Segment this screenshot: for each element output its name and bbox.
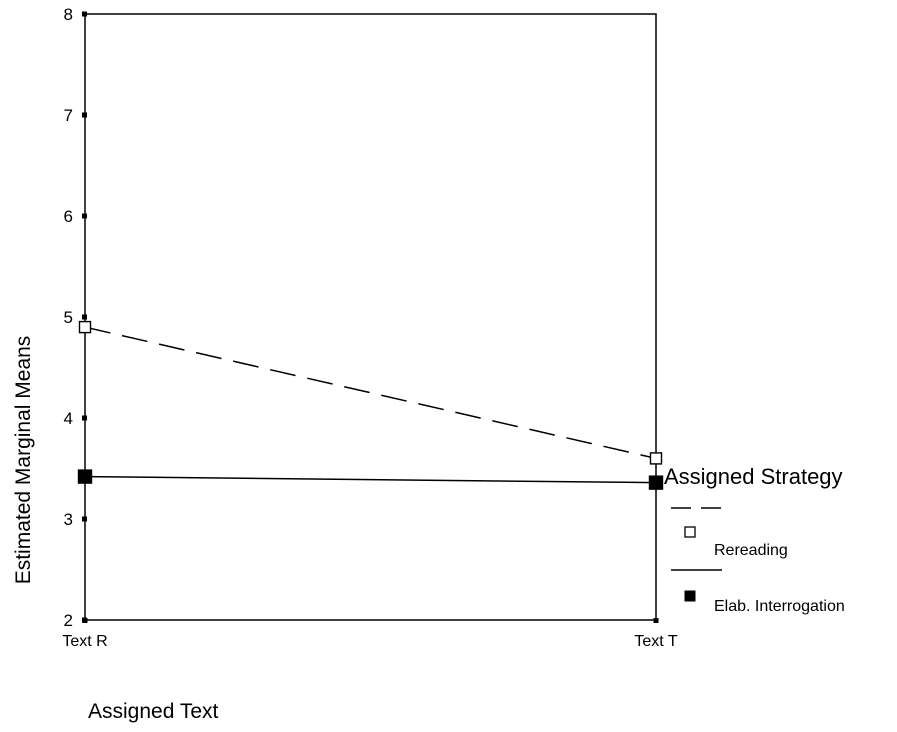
y-tick-label: 4 xyxy=(64,409,73,428)
y-tick-label: 2 xyxy=(64,611,73,630)
legend-marker-rereading xyxy=(684,526,696,538)
y-tick-mark xyxy=(82,314,87,320)
x-axis-label: Assigned Text xyxy=(88,700,219,723)
y-axis-label: Estimated Marginal Means xyxy=(12,336,35,585)
series-line-elab-interrogation xyxy=(84,475,657,484)
legend-label-elab: Elab. Interrogation xyxy=(714,598,845,615)
legend: Assigned Strategy Rereading Elab. Interr… xyxy=(664,464,845,615)
y-tick-label: 7 xyxy=(64,106,73,125)
data-point-rereading-0 xyxy=(78,320,92,334)
y-tick-mark xyxy=(82,11,87,17)
series-line-rereading xyxy=(84,326,657,460)
y-axis-ticks: 2 3 4 5 6 7 8 xyxy=(64,5,87,630)
y-tick-label: 5 xyxy=(64,308,73,327)
y-tick-label: 8 xyxy=(64,5,73,24)
x-tick-mark xyxy=(82,618,88,623)
data-point-elab-interrogation-0 xyxy=(77,469,93,484)
legend-marker-elab xyxy=(684,590,696,602)
y-tick-mark xyxy=(82,213,87,219)
series-layer xyxy=(77,320,664,490)
y-tick-mark xyxy=(82,516,87,522)
y-tick-mark xyxy=(82,415,87,421)
x-axis-ticks: Text R Text T xyxy=(62,618,678,650)
x-tick-label: Text R xyxy=(62,633,107,650)
data-point-elab-interrogation-1 xyxy=(648,475,664,490)
plot-frame xyxy=(84,13,657,621)
x-tick-label: Text T xyxy=(634,633,678,650)
x-tick-mark xyxy=(653,618,659,623)
legend-title: Assigned Strategy xyxy=(664,464,843,489)
y-tick-label: 3 xyxy=(64,510,73,529)
legend-label-rereading: Rereading xyxy=(714,542,788,559)
data-point-rereading-1 xyxy=(649,452,663,465)
y-tick-label: 6 xyxy=(64,207,73,226)
y-tick-mark xyxy=(82,112,87,118)
